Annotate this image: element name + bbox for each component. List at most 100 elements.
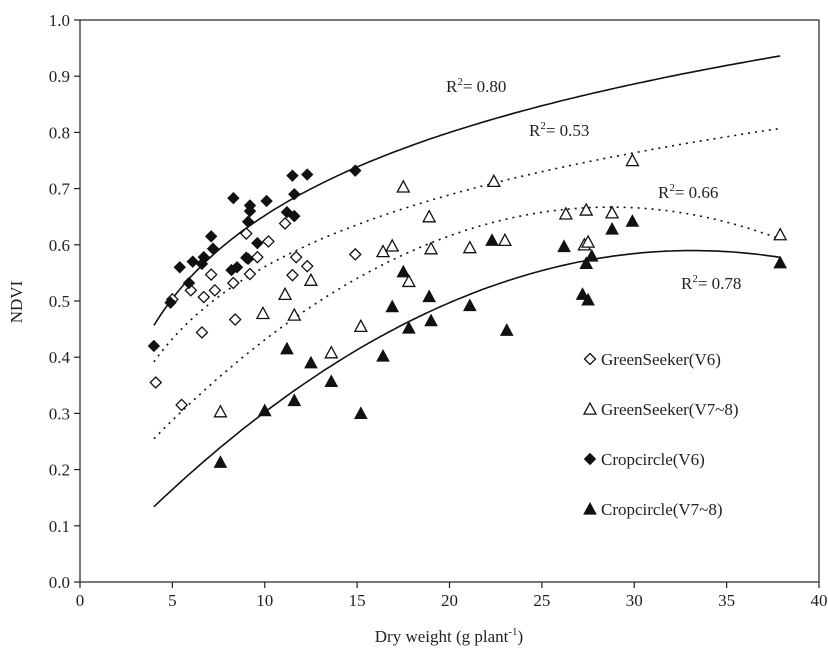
data-point [280, 341, 294, 355]
y-tick-label: 0.6 [49, 236, 70, 255]
regression-curves [153, 55, 781, 508]
data-point [197, 250, 210, 264]
data-point [228, 313, 242, 326]
data-point [288, 188, 301, 201]
y-tick-label: 0.8 [49, 123, 70, 142]
data-point [164, 296, 177, 309]
legend-marker [582, 401, 598, 415]
x-axis-title: Dry weight (g plant-1) [375, 626, 523, 646]
data-points [147, 153, 788, 468]
data-point [175, 398, 189, 412]
legend-item: Cropcircle(V6) [583, 450, 705, 469]
r2-label: R2= 0.78 [681, 273, 741, 293]
data-point [213, 404, 228, 418]
data-point [402, 320, 416, 334]
x-tick-label: 35 [718, 591, 735, 610]
data-point [376, 349, 390, 362]
legend-marker [583, 501, 597, 515]
y-axis-title: NDVI [7, 280, 26, 323]
data-point [581, 292, 595, 306]
y-tick-label: 0.4 [49, 348, 71, 367]
data-point [401, 273, 416, 288]
axis-ticks: 0 5 10 15 20 25 30 35 40 0.0 0.1 0.2 0.3 0.4 0.5 0.6 0.7… [49, 11, 828, 610]
legend-item: Cropcircle(V7~8) [583, 500, 723, 519]
data-point [773, 255, 788, 269]
data-point [353, 318, 368, 333]
data-point [195, 326, 209, 339]
x-axis-title-superscript: -1 [508, 626, 517, 638]
legend-label: Cropcircle(V6) [601, 450, 705, 469]
data-point [422, 289, 437, 303]
data-point [773, 227, 788, 241]
data-point [288, 209, 301, 223]
data-point [241, 252, 255, 266]
data-point [287, 307, 302, 321]
legend-label: GreenSeeker(V7~8) [601, 400, 739, 419]
data-point [396, 179, 411, 193]
data-point [348, 247, 362, 261]
r2-label: R2= 0.80 [446, 76, 506, 96]
data-point [204, 268, 218, 282]
data-point [558, 206, 573, 220]
data-point [204, 230, 218, 243]
fit-curve [153, 55, 781, 326]
data-point [286, 268, 299, 282]
data-point [197, 290, 211, 304]
y-tick-label: 0.0 [49, 573, 70, 592]
data-point [277, 286, 293, 301]
data-point [208, 283, 222, 297]
data-point [286, 169, 299, 182]
data-point [251, 236, 264, 250]
y-tick-label: 0.5 [49, 292, 70, 311]
data-point [605, 222, 619, 235]
data-point [186, 255, 199, 268]
data-point [462, 298, 477, 312]
legend-label: Cropcircle(V7~8) [601, 500, 723, 519]
data-point [257, 403, 272, 417]
data-point [173, 261, 186, 274]
data-point [625, 153, 640, 167]
x-tick-label: 0 [76, 591, 85, 610]
data-point [579, 256, 594, 269]
data-point [324, 374, 339, 387]
legend-item: GreenSeeker(V7~8) [582, 400, 739, 419]
data-point [485, 233, 499, 246]
data-point [206, 242, 220, 255]
data-point [241, 215, 255, 228]
y-tick-label: 0.1 [49, 517, 70, 536]
data-point [227, 191, 240, 205]
x-tick-label: 20 [441, 591, 458, 610]
fit-curve [153, 206, 781, 440]
data-point [303, 272, 319, 286]
data-point [250, 250, 264, 264]
data-point [424, 313, 438, 327]
legend-item: GreenSeeker(V6) [583, 350, 721, 369]
data-point [182, 276, 196, 290]
data-point [396, 264, 411, 278]
data-point [243, 267, 257, 281]
data-point [260, 194, 273, 208]
legend-marker [583, 452, 597, 466]
data-point [300, 259, 314, 273]
data-point [287, 393, 302, 407]
data-point [462, 240, 477, 254]
x-tick-label: 15 [349, 591, 366, 610]
data-point [324, 345, 339, 359]
data-point [625, 214, 640, 227]
data-point [557, 239, 571, 253]
legend: GreenSeeker(V6) GreenSeeker(V7~8) Cropci… [582, 350, 739, 519]
data-point [423, 241, 439, 255]
data-point [499, 323, 514, 336]
data-point [497, 232, 513, 247]
data-point [385, 238, 400, 252]
data-point [226, 276, 240, 290]
data-point [575, 287, 590, 300]
y-tick-label: 0.7 [49, 180, 71, 199]
data-point [213, 455, 228, 468]
data-point [349, 164, 362, 177]
x-tick-label: 10 [256, 591, 273, 610]
data-point [604, 205, 620, 219]
data-point [385, 299, 400, 313]
fit-curve [153, 249, 781, 508]
